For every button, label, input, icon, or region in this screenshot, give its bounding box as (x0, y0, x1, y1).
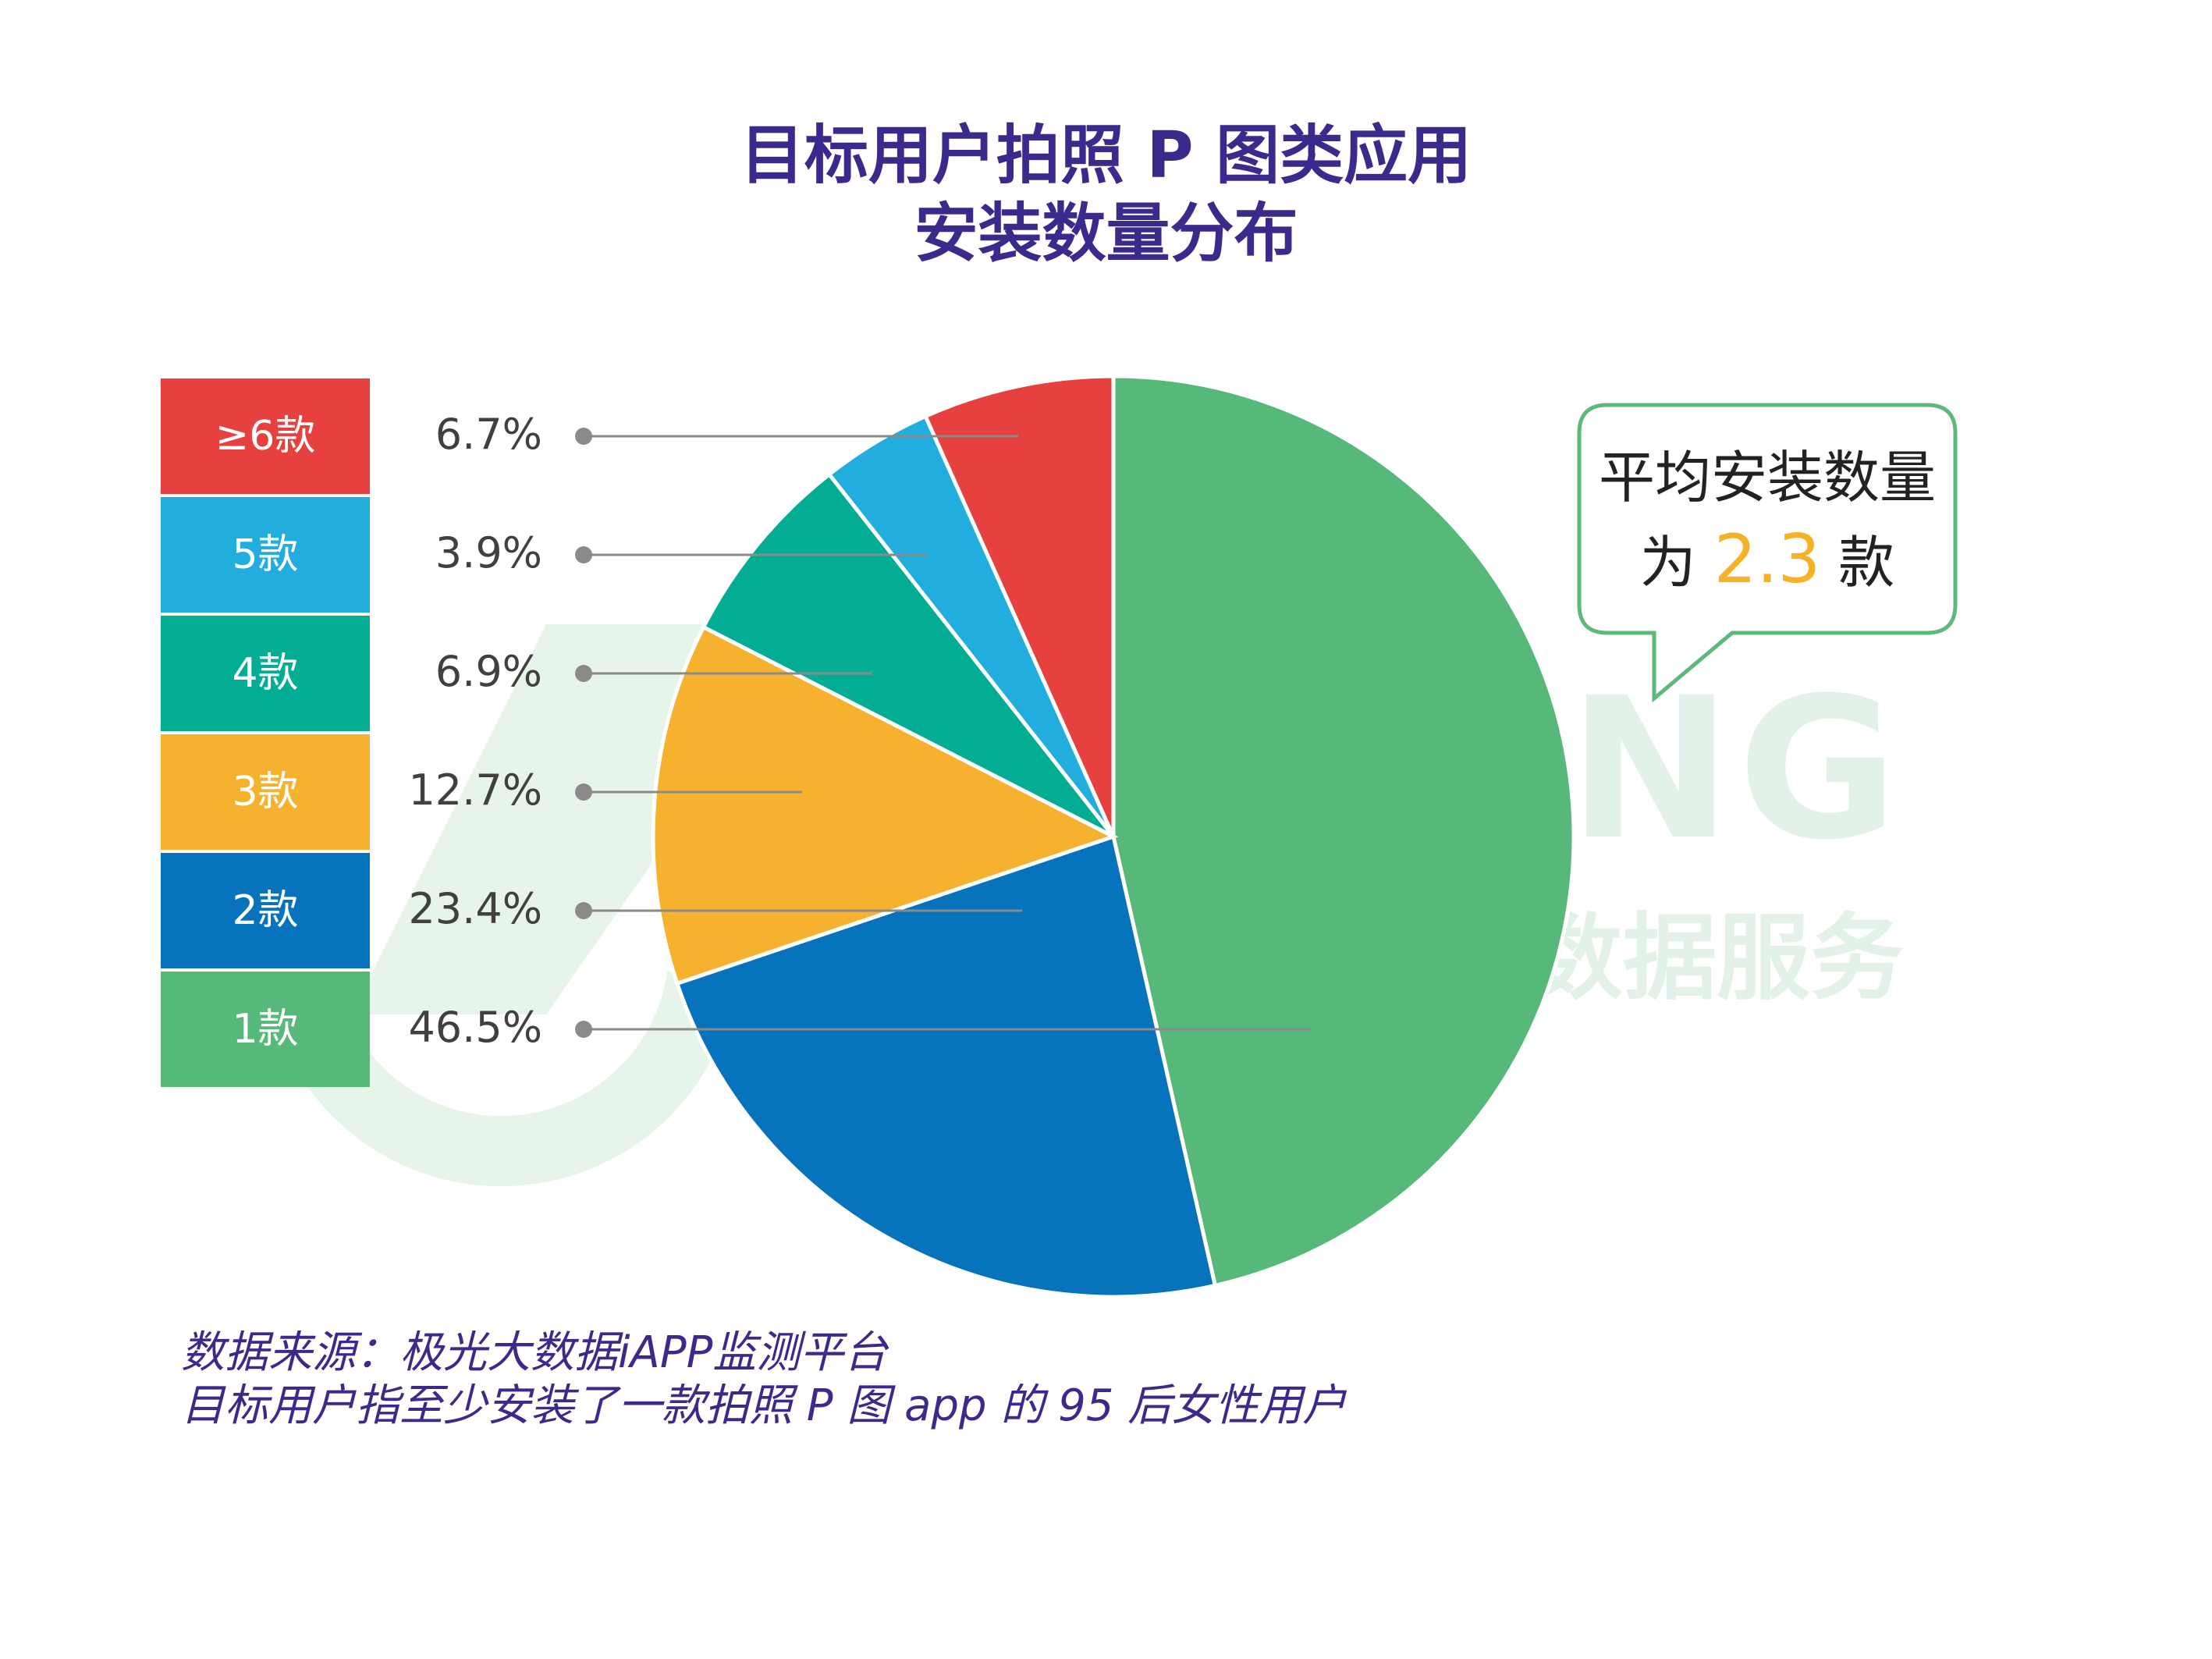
callout-prefix: 为 (1639, 530, 1714, 595)
callout-value: 2.3 (1713, 520, 1821, 599)
percentage-label-1: 46.5% (408, 1003, 542, 1052)
percentage-label-3: 12.7% (408, 766, 542, 815)
percentage-label-6: 6.7% (435, 410, 542, 459)
legend-item-6: ≥6款 (161, 378, 370, 494)
footnote: 数据来源：极光大数据iAPP监测平台 目标用户指至少安装了一款拍照 P 图 ap… (181, 1327, 1346, 1433)
percentage-label-4: 6.9% (435, 647, 542, 696)
legend-item-2: 2款 (161, 853, 370, 968)
callout-bubble (1577, 403, 1958, 703)
pie-slice-1 (1111, 374, 1576, 1288)
callout-text: 平均安装数量 为 2.3 款 (1576, 437, 1958, 604)
percentage-label-2: 23.4% (408, 884, 542, 933)
legend-item-5: 5款 (161, 497, 370, 613)
pie-slices (651, 374, 1576, 1299)
pie-slice-4 (701, 471, 1115, 839)
pie-slice-2 (674, 833, 1218, 1299)
callout-line2: 为 2.3 款 (1576, 519, 1958, 604)
footnote-definition: 目标用户指至少安装了一款拍照 P 图 app 的 95 后女性用户 (181, 1380, 1347, 1431)
legend: ≥6款 5款 4款 3款 2款 1款 (161, 378, 370, 1090)
pie-slice-6 (922, 374, 1116, 838)
leader-lines (575, 428, 1311, 1038)
pie-slice-3 (651, 624, 1119, 986)
legend-item-4: 4款 (161, 616, 370, 731)
callout-suffix: 款 (1820, 530, 1895, 595)
callout-line1: 平均安装数量 (1598, 445, 1936, 510)
percentage-label-5: 3.9% (435, 528, 542, 577)
footnote-source: 数据来源：极光大数据iAPP监测平台 (181, 1327, 888, 1378)
legend-item-1: 1款 (161, 972, 370, 1087)
chart-title-line1: 目标用户拍照 P 图类应用 (740, 119, 1472, 193)
chart-title-line2: 安装数量分布 (914, 197, 1298, 271)
chart-title: 目标用户拍照 P 图类应用 安装数量分布 (0, 117, 2212, 273)
legend-item-3: 3款 (161, 734, 370, 850)
